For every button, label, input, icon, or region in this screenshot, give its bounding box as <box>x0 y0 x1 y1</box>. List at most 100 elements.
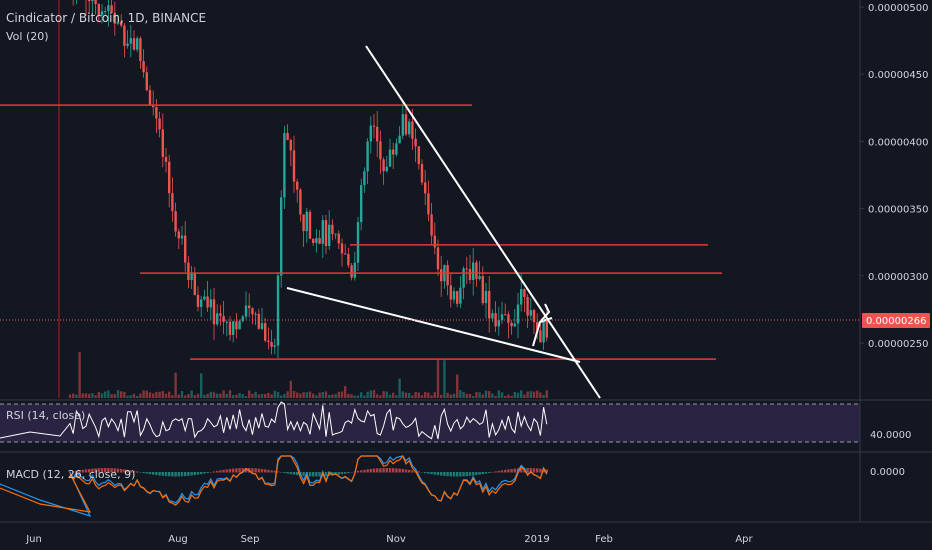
macd-line <box>0 455 548 517</box>
volume-bar <box>507 394 510 398</box>
candle-body <box>446 265 449 286</box>
macd-hist-bar <box>276 471 280 473</box>
candle-body <box>305 211 308 232</box>
candle-body <box>107 5 110 12</box>
macd-hist-bar <box>75 470 78 473</box>
macd-hist-bar <box>462 472 465 477</box>
descending-resistance-trendline <box>365 45 601 399</box>
macd-hist-bar <box>392 468 395 473</box>
macd-hist-bar <box>529 468 532 473</box>
candle-body <box>433 235 436 248</box>
volume-bar <box>260 393 264 398</box>
time-tick-label: Feb <box>595 534 613 545</box>
macd-hist-bar <box>350 471 353 473</box>
macd-hist-bar <box>292 472 296 475</box>
volume-bar <box>97 391 100 398</box>
candle-body <box>500 314 504 321</box>
macd-hist-bar <box>136 471 139 473</box>
volume-bar <box>113 394 116 398</box>
volume-bar <box>488 391 491 398</box>
volume-bar <box>344 386 347 398</box>
macd-hist-bar <box>241 468 244 473</box>
volume-bar <box>363 395 366 398</box>
candle-body <box>238 321 241 330</box>
candle-body <box>289 139 292 151</box>
macd-hist-bar <box>187 472 190 476</box>
horizontal-levels <box>0 104 722 360</box>
volume-series <box>68 352 548 398</box>
volume-bar <box>292 390 296 398</box>
price-tick-label: 0.00000450 <box>868 70 928 81</box>
volume-bar <box>504 395 507 398</box>
macd-hist-bar <box>123 469 126 473</box>
volume-bar <box>392 392 395 398</box>
candle-body <box>379 141 382 160</box>
macd-hist-bar <box>110 468 113 473</box>
macd-hist-bar <box>360 470 363 473</box>
candle-body <box>491 313 494 319</box>
volume-bar <box>305 392 308 398</box>
macd-hist-bar <box>209 471 212 473</box>
volume-bar <box>459 390 462 398</box>
falling-support-trendline <box>286 287 581 363</box>
volume-label: Vol (20) <box>6 30 49 43</box>
volume-bar <box>84 393 88 398</box>
price-pane <box>0 0 860 398</box>
volume-bar <box>289 380 292 398</box>
macd-hist-bar <box>91 468 94 473</box>
volume-bar <box>523 394 526 398</box>
volume-bar <box>254 391 257 398</box>
volume-bar <box>494 395 497 398</box>
candle-body <box>462 268 465 288</box>
macd-hist-bar <box>452 472 456 477</box>
volume-bar <box>123 391 126 398</box>
candle-body <box>257 313 260 329</box>
candle-body <box>520 289 523 305</box>
macd-hist-bar <box>401 468 404 473</box>
volume-bar <box>152 393 155 398</box>
macd-hist-bar <box>363 469 366 473</box>
volume-bar <box>328 394 331 398</box>
macd-hist-bar <box>510 468 513 473</box>
volume-bar <box>340 391 344 398</box>
macd-hist-bar <box>145 472 148 474</box>
volume-bar <box>232 395 235 398</box>
candle-body <box>187 262 190 281</box>
macd-hist-bar <box>465 472 468 477</box>
candle-body <box>286 133 289 140</box>
volume-bar <box>267 392 270 398</box>
candle-body <box>196 294 200 307</box>
macd-hist-bar <box>446 472 449 477</box>
candle-body <box>427 193 430 215</box>
signal-line <box>0 454 548 513</box>
candle-body <box>161 129 164 157</box>
volume-bar <box>126 395 129 398</box>
volume-bar <box>200 373 203 398</box>
volume-bar <box>312 393 315 398</box>
candle-body <box>430 214 433 236</box>
volume-bar <box>168 391 171 398</box>
candle-body <box>504 314 507 316</box>
candle-body <box>369 125 372 142</box>
macd-hist-bar <box>427 472 430 474</box>
macd-hist-bar <box>433 472 436 475</box>
candle-body <box>241 316 244 322</box>
volume-bar <box>136 395 139 398</box>
candle-body <box>177 231 180 239</box>
volume-bar <box>417 392 420 398</box>
time-tick-label: Aug <box>168 534 188 545</box>
candle-body <box>145 72 148 91</box>
macd-level-value: 0.0000 <box>870 467 905 478</box>
volume-bar <box>462 391 465 398</box>
volume-bar <box>315 395 318 398</box>
candle-body <box>200 299 203 307</box>
macd-hist-bar <box>484 472 488 474</box>
volume-bar <box>347 393 350 398</box>
candle-body <box>465 268 468 270</box>
candle-body <box>411 121 414 139</box>
macd-hist-bar <box>536 468 539 473</box>
macd-hist-bar <box>251 468 254 473</box>
candle-body <box>299 189 302 215</box>
macd-hist-bar <box>520 468 523 473</box>
candle-body <box>171 193 174 212</box>
